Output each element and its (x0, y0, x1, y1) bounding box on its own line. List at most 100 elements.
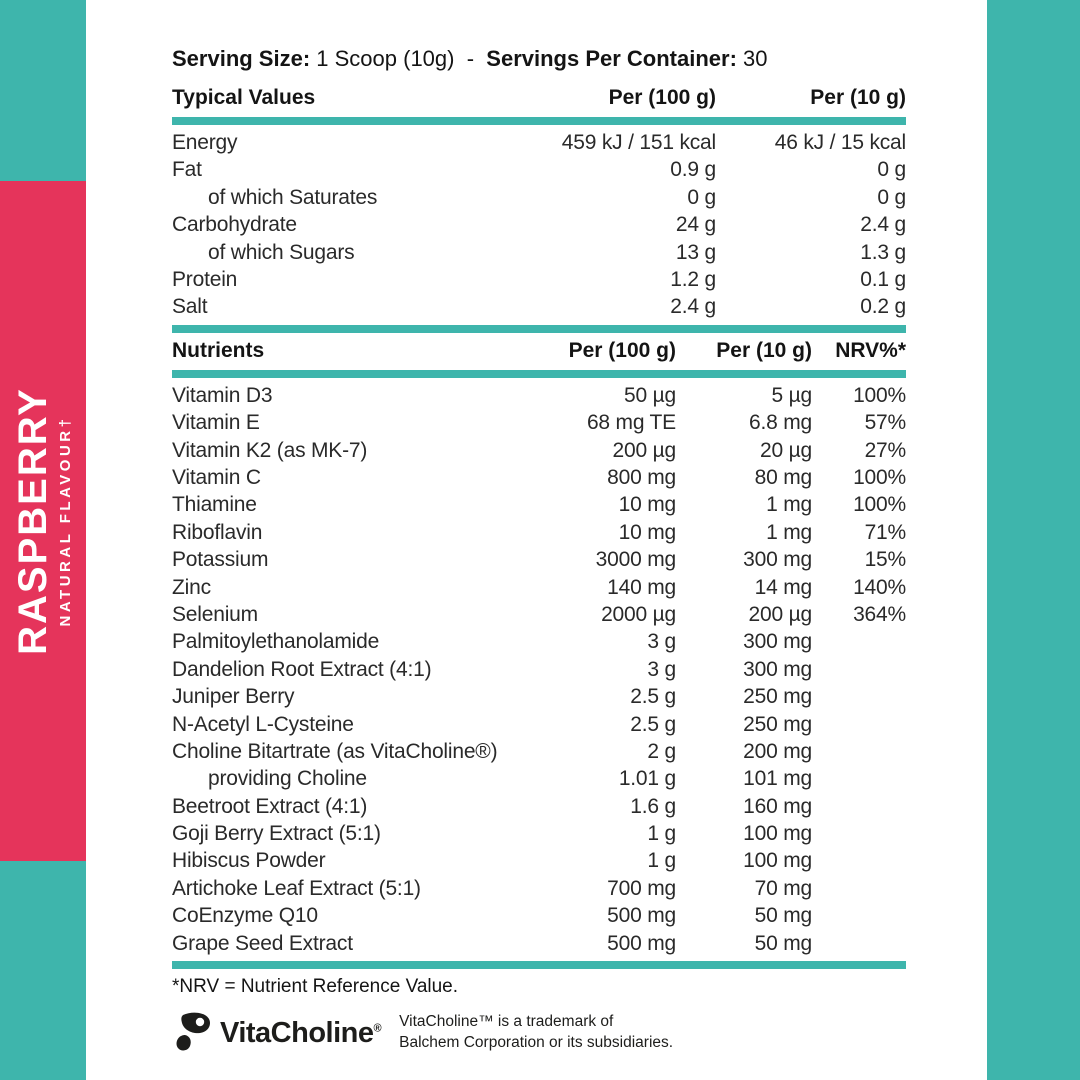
row-value-per10: 100 mg (743, 822, 812, 846)
trademark-line-2: Balchem Corporation or its subsidiaries. (399, 1034, 674, 1052)
typical-values-rows: Energy 459 kJ / 151 kcal 46 kJ / 15 kcal Fa… (172, 125, 906, 325)
row-value-per10: 250 mg (743, 685, 812, 709)
row-label: Energy (172, 131, 238, 155)
row-label: CoEnzyme Q10 (172, 904, 318, 928)
row-value-per100: 50 µg (624, 383, 676, 407)
table-row: of which Saturates 0 g 0 g (172, 184, 906, 211)
table-row: Zinc 140 mg 14 mg 140% (172, 574, 906, 601)
servings-per-container-value: 30 (743, 46, 768, 71)
row-value-per100: 1 g (647, 822, 676, 846)
column-per-10g: Per (10 g) (810, 86, 906, 110)
row-value-per100: 10 mg (618, 520, 677, 544)
table-row: providing Choline 1.01 g 101 mg (172, 766, 906, 793)
row-value-per10: 1 mg (766, 520, 812, 544)
row-value-per10: 200 mg (743, 739, 812, 763)
table-row: Goji Berry Extract (5:1) 1 g 100 mg (172, 820, 906, 847)
vitacholine-logo-block: VitaCholine® VitaCholine™ is a trademark… (172, 1012, 906, 1054)
table-row: Artichoke Leaf Extract (5:1) 700 mg 70 mg (172, 875, 906, 902)
row-value-per100: 500 mg (607, 931, 676, 955)
row-value-per100: 459 kJ / 151 kcal (561, 131, 716, 155)
row-value-per100: 1.01 g (618, 767, 676, 791)
divider-bar (172, 325, 906, 334)
vitacholine-mark-icon (176, 1012, 210, 1051)
row-value-per10: 101 mg (743, 767, 812, 791)
serving-separator: - (466, 46, 475, 71)
row-value-per10: 0 g (877, 158, 906, 182)
row-value-per100: 0 g (687, 185, 716, 209)
label-content: Serving Size: 1 Scoop (10g) - Servings P… (172, 46, 906, 1054)
row-value-per100: 2.4 g (670, 295, 716, 319)
row-value-per10: 300 mg (743, 548, 812, 572)
table-row: Beetroot Extract (4:1) 1.6 g 160 mg (172, 793, 906, 820)
divider-bar (172, 370, 906, 379)
flavor-subtitle: NATURAL FLAVOUR† (57, 415, 74, 627)
table-row: Vitamin D3 50 µg 5 µg 100% (172, 382, 906, 409)
trademark-text: VitaCholine™ is a trademark of Balchem C… (399, 1012, 673, 1054)
table-row: Selenium 2000 µg 200 µg 364% (172, 601, 906, 628)
row-value-per100: 200 µg (612, 438, 677, 462)
row-label: of which Saturates (208, 185, 378, 209)
row-label: Vitamin D3 (172, 383, 273, 407)
row-label: Riboflavin (172, 520, 263, 544)
column-per-100g: Per (100 g) (608, 86, 716, 110)
column-per-10g: Per (10 g) (716, 339, 812, 363)
flavor-name: RASPBERRY (11, 387, 55, 655)
table-row: CoEnzyme Q10 500 mg 50 mg (172, 903, 906, 930)
row-value-per10: 100 mg (743, 849, 812, 873)
flavor-rotated-text: RASPBERRY NATURAL FLAVOUR† (11, 387, 74, 655)
nutrients-title: Nutrients (172, 339, 265, 363)
row-label: Vitamin C (172, 465, 261, 489)
table-row: Protein 1.2 g 0.1 g (172, 266, 906, 293)
row-label: Vitamin K2 (as MK-7) (172, 438, 368, 462)
row-value-nrv: 100% (853, 465, 906, 489)
serving-info: Serving Size: 1 Scoop (10g) - Servings P… (172, 46, 906, 72)
row-label: Goji Berry Extract (5:1) (172, 822, 381, 846)
row-label: Hibiscus Powder (172, 849, 326, 873)
row-value-per100: 1.6 g (630, 794, 676, 818)
row-value-per100: 0.9 g (670, 158, 716, 182)
row-value-per10: 300 mg (743, 630, 812, 654)
table-row: Vitamin C 800 mg 80 mg 100% (172, 464, 906, 491)
registered-mark: ® (373, 1022, 382, 1035)
row-value-per10: 50 mg (754, 904, 813, 928)
vitacholine-brand: VitaCholine® (220, 1016, 382, 1049)
row-label: Fat (172, 158, 202, 182)
row-value-per10: 6.8 mg (749, 411, 812, 435)
table-row: of which Sugars 13 g 1.3 g (172, 239, 906, 266)
row-value-per100: 700 mg (607, 876, 676, 900)
serving-size-value: 1 Scoop (10g) (316, 46, 455, 71)
row-value-per10: 1.3 g (860, 240, 906, 264)
row-label: Choline Bitartrate (as VitaCholine®) (172, 739, 498, 763)
left-color-strip: RASPBERRY NATURAL FLAVOUR† (0, 0, 86, 1080)
nutrients-header: Nutrients Per (100 g) Per (10 g) NRV%* (172, 339, 906, 370)
column-nrv: NRV%* (835, 339, 906, 363)
row-value-per10: 200 µg (748, 602, 813, 626)
row-label: Beetroot Extract (4:1) (172, 794, 368, 818)
row-value-per10: 80 mg (754, 465, 813, 489)
typical-values-header: Typical Values Per (100 g) Per (10 g) (172, 86, 906, 117)
row-label: Palmitoylethanolamide (172, 630, 380, 654)
nutrients-rows: Vitamin D3 50 µg 5 µg 100% Vitamin E 68 mg TE… (172, 378, 906, 961)
row-value-per100: 1.2 g (670, 268, 716, 292)
table-row: Salt 2.4 g 0.2 g (172, 294, 906, 321)
row-value-per10: 46 kJ / 15 kcal (774, 131, 906, 155)
table-row: Energy 459 kJ / 151 kcal 46 kJ / 15 kcal (172, 129, 906, 156)
serving-size-label: Serving Size: (172, 46, 311, 71)
row-label: Selenium (172, 602, 258, 626)
row-label: Juniper Berry (172, 685, 295, 709)
table-row: Palmitoylethanolamide 3 g 300 mg (172, 629, 906, 656)
right-color-strip (987, 0, 1080, 1080)
row-value-per10: 14 mg (754, 575, 813, 599)
row-value-per100: 2 g (647, 739, 676, 763)
row-value-nrv: 100% (853, 493, 906, 517)
divider-bar (172, 117, 906, 126)
row-label: Potassium (172, 548, 269, 572)
table-row: Potassium 3000 mg 300 mg 15% (172, 546, 906, 573)
row-value-per10: 0.2 g (860, 295, 906, 319)
row-value-per100: 500 mg (607, 904, 676, 928)
row-value-per100: 2000 µg (601, 602, 676, 626)
row-value-per10: 300 mg (743, 657, 812, 681)
row-label: Dandelion Root Extract (4:1) (172, 657, 432, 681)
row-label: Carbohydrate (172, 213, 297, 237)
row-value-nrv: 15% (864, 548, 907, 572)
